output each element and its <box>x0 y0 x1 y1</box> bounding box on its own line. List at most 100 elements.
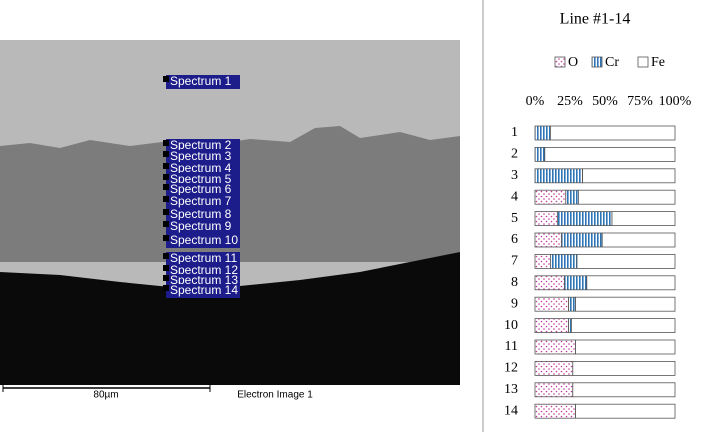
bar-segment <box>534 253 551 269</box>
chart-title: Line #1-14 <box>560 11 631 28</box>
spectrum-marker <box>163 235 169 241</box>
spectrum-box <box>166 162 240 176</box>
spectrum-marker <box>163 184 169 190</box>
bar-segment <box>582 168 676 184</box>
y-tick-label: 5 <box>511 211 518 226</box>
bar-segment <box>564 275 588 291</box>
x-tick-label: 25% <box>557 94 583 109</box>
y-tick-label: 8 <box>511 275 518 290</box>
legend-swatch <box>554 56 566 68</box>
spectrum-label: Spectrum 14 <box>170 283 238 297</box>
y-tick-label: 6 <box>511 232 518 247</box>
bar-segment <box>568 296 576 312</box>
bar-segment <box>565 189 579 205</box>
spectrum-label: Spectrum 10 <box>170 233 238 247</box>
bar-segment <box>576 253 676 269</box>
spectrum-label: Spectrum 7 <box>170 194 232 208</box>
x-tick-label: 100% <box>659 94 692 109</box>
bar-segment <box>611 211 676 227</box>
legend-label: Fe <box>651 55 665 70</box>
bar-segment <box>572 360 676 376</box>
y-tick-label: 4 <box>511 189 518 204</box>
bar-segment <box>568 318 572 334</box>
spectrum-box <box>166 220 240 234</box>
y-tick-label: 7 <box>511 254 518 269</box>
spectrum-box <box>166 284 240 298</box>
bar-segment <box>534 382 574 398</box>
bar-segment <box>534 318 569 334</box>
y-tick-label: 12 <box>504 361 518 376</box>
y-tick-label: 2 <box>511 147 518 162</box>
bar-segment <box>561 232 603 248</box>
spectrum-marker <box>163 174 169 180</box>
bar-segment <box>534 275 565 291</box>
spectrum-label: Spectrum 13 <box>170 273 238 287</box>
x-tick-label: 75% <box>627 94 653 109</box>
y-tick-label: 11 <box>505 339 518 354</box>
spectrum-marker <box>163 76 169 82</box>
spectrum-marker <box>163 221 169 227</box>
spectrum-box <box>166 183 240 197</box>
legend-swatch <box>637 56 649 68</box>
spectrum-marker <box>163 209 169 215</box>
spectrum-marker <box>163 196 169 202</box>
bar-segment <box>557 211 613 227</box>
bar-segment <box>534 168 583 184</box>
spectrum-label: Spectrum 2 <box>170 138 232 152</box>
bar-segment <box>575 403 676 419</box>
spectrum-marker <box>163 285 169 291</box>
bar-segment <box>534 360 574 376</box>
spectrum-label: Spectrum 5 <box>170 172 232 186</box>
bar-segment <box>544 146 676 162</box>
y-tick-label: 14 <box>504 403 518 418</box>
y-tick-label: 13 <box>504 382 518 397</box>
bar-segment <box>578 189 676 205</box>
spectrum-box <box>166 75 240 89</box>
y-tick-label: 9 <box>511 296 518 311</box>
spectrum-box <box>166 195 240 209</box>
bar-segment <box>575 339 676 355</box>
x-tick-label: 0% <box>526 94 545 109</box>
spectrum-marker <box>163 275 169 281</box>
spectrum-box <box>166 150 240 164</box>
spectrum-marker <box>163 140 169 146</box>
bar-segment <box>586 275 676 291</box>
spectrum-marker <box>163 265 169 271</box>
bar-segment <box>572 382 676 398</box>
spectrum-marker <box>163 253 169 259</box>
bar-segment <box>534 403 576 419</box>
spectrum-label: Spectrum 9 <box>170 219 232 233</box>
spectrum-box <box>166 208 240 222</box>
bar-segment <box>534 211 558 227</box>
bar-segment <box>601 232 676 248</box>
y-tick-label: 10 <box>504 318 518 333</box>
spectrum-label: Spectrum 3 <box>170 149 232 163</box>
bar-segment <box>534 146 546 162</box>
bar-segment <box>550 125 676 141</box>
spectrum-label: Spectrum 11 <box>170 251 237 265</box>
bar-segment <box>534 339 576 355</box>
bar-segment <box>534 232 563 248</box>
x-tick-label: 50% <box>592 94 618 109</box>
legend-label: Cr <box>605 55 619 70</box>
spectrum-box <box>166 234 240 248</box>
spectrum-box <box>166 252 240 266</box>
spectrum-label: Spectrum 12 <box>170 263 238 277</box>
spectrum-label: Spectrum 4 <box>170 161 232 175</box>
spectrum-label: Spectrum 8 <box>170 207 232 221</box>
spectrum-label: Spectrum 6 <box>170 182 232 196</box>
scale-bar-label: 80µm <box>93 390 118 401</box>
bar-segment <box>550 253 578 269</box>
bar-segment <box>534 296 569 312</box>
bar-segment <box>534 189 567 205</box>
bar-segment <box>534 125 551 141</box>
bar-segment <box>571 318 676 334</box>
spectrum-marker <box>163 151 169 157</box>
legend-label: O <box>568 55 578 70</box>
bar-segment <box>575 296 676 312</box>
y-tick-label: 1 <box>511 125 518 140</box>
spectrum-label: Spectrum 1 <box>170 74 232 88</box>
